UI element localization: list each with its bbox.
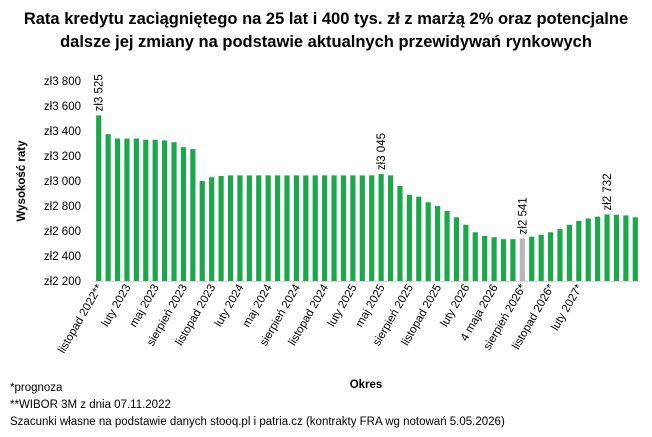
y-tick-label: zł2 200 bbox=[44, 276, 81, 288]
y-axis-labels: zł2 200 zł2 400 zł2 600 zł2 800 zł3 000 zł3 2… bbox=[44, 76, 81, 288]
bar bbox=[444, 211, 450, 281]
bar bbox=[378, 174, 384, 282]
bar bbox=[162, 140, 168, 282]
bar bbox=[623, 215, 629, 282]
bar bbox=[613, 214, 620, 281]
bars bbox=[96, 115, 638, 282]
bar bbox=[500, 239, 507, 282]
bar bbox=[340, 175, 347, 282]
bar bbox=[303, 175, 309, 282]
bar bbox=[237, 175, 243, 282]
bar bbox=[105, 134, 111, 282]
bar bbox=[519, 238, 525, 282]
data-labels: zł3 525 zł3 045 zł2 541 zł2 732 bbox=[94, 74, 614, 234]
bar bbox=[482, 236, 488, 281]
bar bbox=[585, 218, 591, 281]
y-axis-title: Wysokość raty bbox=[16, 140, 28, 222]
bar bbox=[331, 175, 337, 282]
bar bbox=[510, 239, 516, 282]
bar bbox=[416, 196, 422, 282]
bar bbox=[124, 138, 130, 281]
bar bbox=[557, 229, 563, 282]
bar bbox=[463, 224, 469, 281]
chart-title-line-1: Rata kredytu zaciągniętego na 25 lat i 4… bbox=[23, 10, 629, 28]
chart-title-line-2: dalsze jej zmiany na podstawie aktualnyc… bbox=[60, 33, 592, 51]
bar bbox=[547, 232, 554, 281]
bar bbox=[350, 175, 356, 282]
bar bbox=[425, 202, 431, 281]
bar bbox=[171, 142, 177, 281]
x-axis-title: Okres bbox=[350, 379, 383, 391]
bar bbox=[632, 217, 638, 281]
bar bbox=[180, 147, 187, 281]
bar bbox=[322, 175, 328, 282]
bar bbox=[387, 175, 394, 282]
data-label: zł3 045 bbox=[376, 133, 388, 170]
bar bbox=[284, 175, 290, 282]
bar bbox=[538, 234, 544, 281]
data-label: zł2 541 bbox=[517, 197, 529, 234]
bar bbox=[246, 175, 252, 282]
bar bbox=[209, 177, 215, 281]
y-tick-label: zł2 800 bbox=[44, 201, 81, 213]
y-tick-label: zł3 400 bbox=[44, 126, 81, 138]
bar bbox=[227, 175, 234, 282]
y-tick-label: zł3 600 bbox=[44, 101, 81, 113]
bar bbox=[133, 138, 139, 281]
bar bbox=[406, 194, 412, 281]
bar bbox=[566, 224, 572, 281]
bar bbox=[472, 232, 478, 281]
bar bbox=[199, 181, 205, 281]
data-label: zł2 732 bbox=[602, 173, 614, 210]
data-label: zł3 525 bbox=[94, 74, 106, 111]
bar bbox=[265, 175, 271, 282]
bar bbox=[529, 236, 535, 282]
footnote-forecast: *prognoza bbox=[10, 382, 63, 394]
y-tick-label: zł2 400 bbox=[44, 251, 81, 263]
y-tick-label: zł2 600 bbox=[44, 226, 81, 238]
bar bbox=[369, 175, 375, 282]
footnote-source: Szacunki własne na podstawie danych stoo… bbox=[10, 416, 505, 428]
footnotes: *prognoza **WIBOR 3M z dnia 07.11.2022 S… bbox=[10, 380, 505, 431]
bar bbox=[359, 175, 365, 282]
bar bbox=[274, 175, 281, 282]
bar-chart: zł2 200 zł2 400 zł2 600 zł2 800 zł3 000 zł3 2… bbox=[16, 74, 640, 391]
bar bbox=[152, 139, 158, 281]
bar bbox=[604, 214, 610, 281]
bar bbox=[114, 138, 121, 281]
y-tick-label: zł3 000 bbox=[44, 176, 81, 188]
y-tick-label: zł3 200 bbox=[44, 151, 81, 163]
footnote-wibor: **WIBOR 3M z dnia 07.11.2022 bbox=[10, 399, 171, 411]
bar bbox=[435, 206, 441, 281]
chart-title: Rata kredytu zaciągniętego na 25 lat i 4… bbox=[0, 8, 652, 54]
bar bbox=[218, 176, 224, 281]
bar bbox=[312, 175, 318, 282]
bar bbox=[453, 217, 460, 281]
bar bbox=[143, 139, 149, 281]
bar bbox=[576, 221, 582, 281]
x-tick-label: listopad 2022** bbox=[56, 282, 105, 355]
bar bbox=[397, 186, 403, 281]
bar bbox=[256, 175, 262, 282]
bar bbox=[190, 149, 196, 282]
bar bbox=[595, 216, 601, 282]
bar bbox=[96, 115, 102, 282]
y-tick-label: zł3 800 bbox=[44, 76, 81, 88]
bar bbox=[293, 175, 299, 282]
bar bbox=[491, 237, 497, 281]
